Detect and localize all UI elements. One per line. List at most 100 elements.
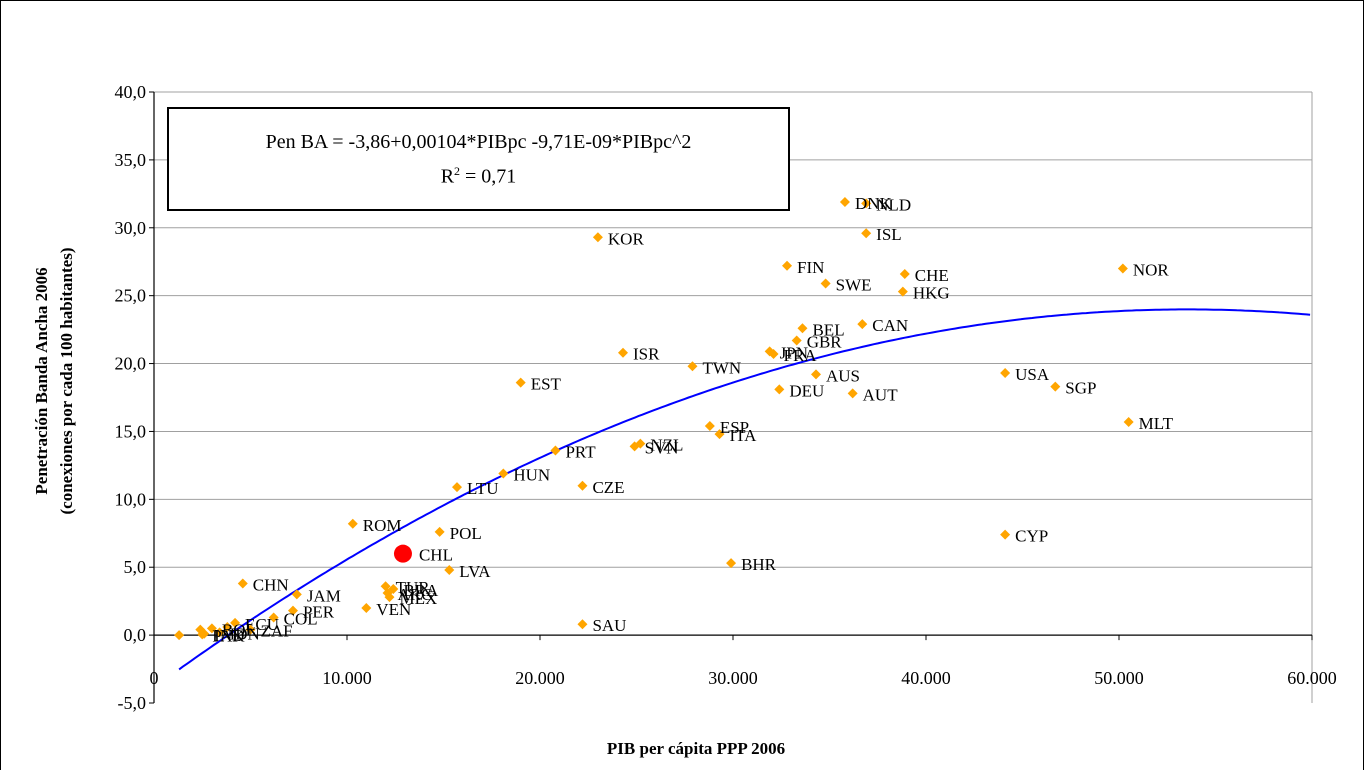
point-label: ARG xyxy=(398,585,434,604)
point-label: NZL xyxy=(650,436,683,455)
x-tick-label: 20.000 xyxy=(515,668,565,688)
data-point xyxy=(1000,368,1011,379)
point-label: IDN xyxy=(230,624,260,643)
data-point xyxy=(174,630,185,641)
point-label: PAK xyxy=(212,626,245,645)
point-label: POL xyxy=(450,524,482,543)
point-label: USA xyxy=(1015,365,1050,384)
equation-box: Pen BA = -3,86+0,00104*PIBpc -9,71E-09*P… xyxy=(167,107,790,211)
data-point xyxy=(550,445,561,456)
data-point xyxy=(861,198,872,209)
y-tick-label: 30,0 xyxy=(115,218,147,238)
point-label: HUN xyxy=(513,466,550,485)
y-tick-label: 0,0 xyxy=(124,625,147,645)
x-tick-label: 40.000 xyxy=(901,668,951,688)
point-label: EST xyxy=(531,375,562,394)
point-label: CHE xyxy=(915,266,949,285)
data-point xyxy=(195,624,206,635)
point-label: KOR xyxy=(608,229,645,248)
data-point xyxy=(577,619,588,630)
y-tick-label: 25,0 xyxy=(115,286,147,306)
point-label: JPN xyxy=(780,343,808,362)
data-point xyxy=(347,518,358,529)
point-label: ISR xyxy=(633,345,660,364)
data-point xyxy=(444,564,455,575)
y-tick-label: 5,0 xyxy=(124,557,147,577)
point-label: BEL xyxy=(812,320,844,339)
data-point xyxy=(577,480,588,491)
highlight-label: CHL xyxy=(419,546,453,565)
point-label: ROM xyxy=(363,516,402,535)
point-label: ITA xyxy=(729,426,757,445)
data-point xyxy=(820,278,831,289)
point-label: AUT xyxy=(863,385,899,404)
r2-prefix: R xyxy=(440,165,455,188)
point-label: COL xyxy=(284,609,318,628)
point-label: CHN xyxy=(253,576,289,595)
x-tick-label: 60.000 xyxy=(1287,668,1337,688)
point-label: ZAF xyxy=(261,622,293,641)
trend-line xyxy=(178,308,1311,671)
data-point xyxy=(726,558,737,569)
point-label: CZE xyxy=(592,478,624,497)
r-squared-text: R2 = 0,71 xyxy=(169,164,788,189)
point-label: BHR xyxy=(741,555,777,574)
point-label: HKG xyxy=(913,284,950,303)
highlight-point xyxy=(393,544,412,563)
point-label: DEU xyxy=(789,381,824,400)
data-point xyxy=(434,526,445,537)
point-label: ESP xyxy=(720,418,749,437)
data-point xyxy=(847,388,858,399)
data-point xyxy=(1123,416,1134,427)
data-point xyxy=(515,377,526,388)
data-point xyxy=(287,605,298,616)
x-tick-label: 10.000 xyxy=(322,668,372,688)
data-point xyxy=(629,441,640,452)
point-label: VEN xyxy=(376,600,411,619)
data-point xyxy=(1000,529,1011,540)
axes xyxy=(149,91,1313,704)
point-label: AUS xyxy=(826,366,860,385)
data-point xyxy=(245,624,256,635)
data-point xyxy=(861,228,872,239)
point-label: ISL xyxy=(876,225,902,244)
y-tick-label: 15,0 xyxy=(115,421,147,441)
x-axis-label: PIB per cápita PPP 2006 xyxy=(607,739,785,758)
data-point xyxy=(839,196,850,207)
y-tick-label: 10,0 xyxy=(115,489,147,509)
point-label: SWE xyxy=(836,275,872,294)
data-points xyxy=(174,196,1134,641)
r2-superscript: 2 xyxy=(454,164,461,178)
data-point xyxy=(1117,263,1128,274)
data-point xyxy=(899,268,910,279)
equation-text: Pen BA = -3,86+0,00104*PIBpc -9,71E-09*P… xyxy=(265,131,692,153)
point-label: MEX xyxy=(399,589,437,608)
data-point xyxy=(897,286,908,297)
point-label: SVN xyxy=(645,438,679,457)
data-point xyxy=(857,319,868,330)
x-tick-label: 50.000 xyxy=(1094,668,1144,688)
x-tick-label: 30.000 xyxy=(708,668,758,688)
data-point xyxy=(291,589,302,600)
point-label: LVA xyxy=(459,562,491,581)
data-point xyxy=(230,617,241,628)
data-point xyxy=(222,621,233,632)
data-point xyxy=(498,468,509,479)
point-label: BRA xyxy=(403,581,439,600)
data-point xyxy=(384,592,395,603)
data-point xyxy=(1050,381,1061,392)
data-point xyxy=(237,578,248,589)
y-axis-label: Penetración Banda Ancha 2006 xyxy=(32,267,51,494)
point-label: GBR xyxy=(807,332,843,351)
point-label: SGP xyxy=(1065,379,1096,398)
point-label: JAM xyxy=(307,586,341,605)
data-point xyxy=(768,349,779,360)
data-point xyxy=(361,602,372,613)
point-label: FIN xyxy=(797,258,824,277)
point-label: PER xyxy=(303,603,335,622)
data-point xyxy=(452,482,463,493)
point-label: NOR xyxy=(1133,261,1170,280)
data-point xyxy=(592,232,603,243)
